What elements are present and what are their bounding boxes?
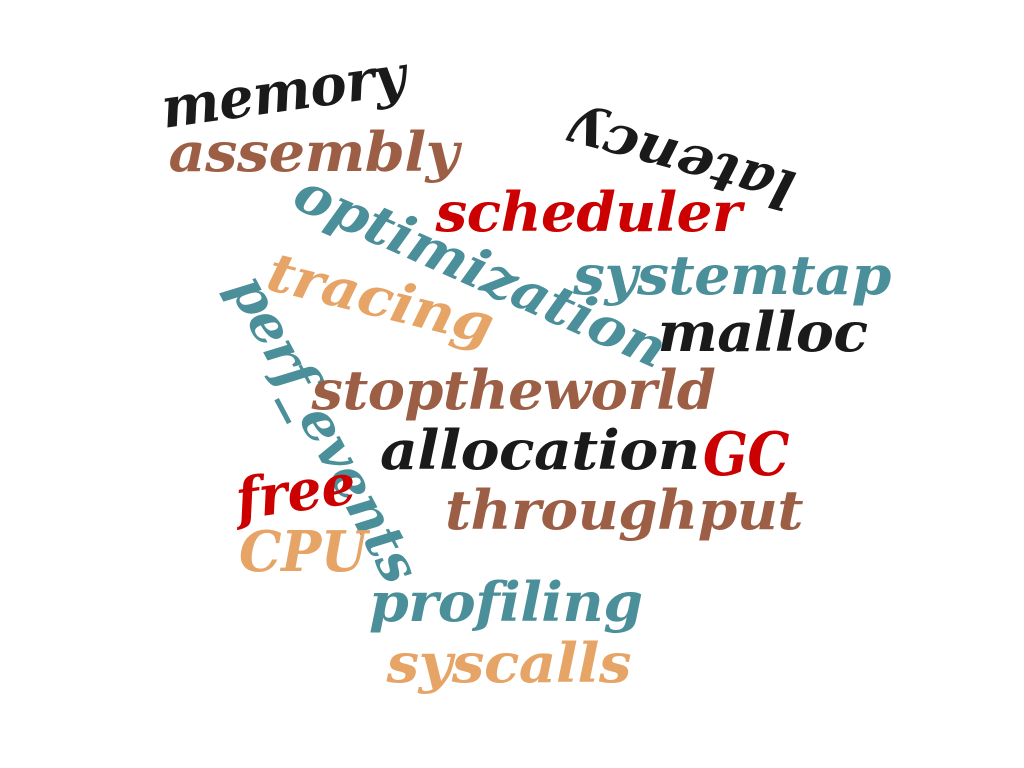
word-scheduler: scheduler — [435, 180, 741, 244]
word-assembly: assembly — [168, 120, 458, 184]
word-cpu: CPU — [239, 519, 368, 585]
word-profiling: profiling — [368, 570, 643, 634]
word-malloc: malloc — [657, 300, 868, 364]
word-syscalls: syscalls — [385, 631, 631, 695]
word-gc: GC — [702, 420, 790, 490]
word-systemtap: systemtap — [573, 243, 891, 307]
word-allocation: allocation — [380, 418, 700, 482]
word-stoptheworld: stoptheworld — [311, 358, 715, 422]
word-free: free — [230, 450, 359, 534]
word-throughput: throughput — [444, 478, 804, 542]
